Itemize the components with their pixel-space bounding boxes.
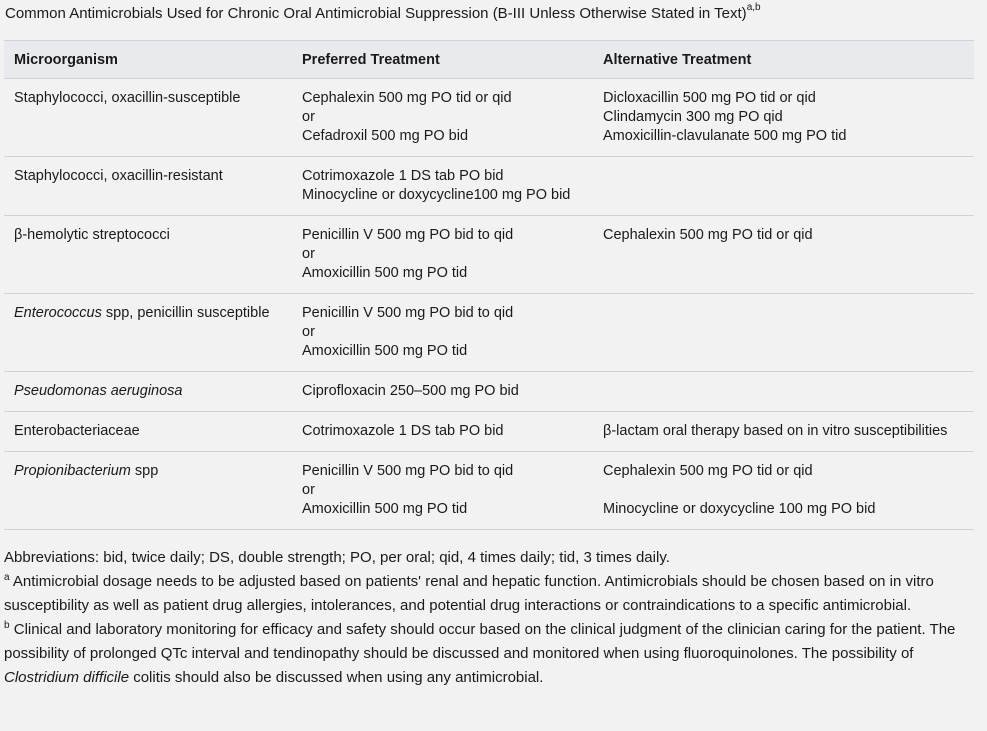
cell-microorganism: Staphylococci, oxacillin-resistant: [4, 156, 292, 216]
footnote-a-text: Antimicrobial dosage needs to be adjuste…: [4, 573, 934, 614]
caption-footnote-marks: a,b: [746, 2, 761, 13]
footnote-b-text-1: Clinical and laboratory monitoring for e…: [4, 621, 956, 662]
preferred-treatment-line: or: [302, 246, 315, 262]
cell-microorganism: β-hemolytic streptococci: [4, 215, 292, 294]
organism-genus: Propionibacterium: [14, 463, 131, 479]
table-row: Pseudomonas aeruginosa Ciprofloxacin 250–…: [4, 371, 974, 412]
cell-alternative-treatment: Cephalexin 500 mg PO tid or qid: [593, 215, 974, 294]
alternative-treatment-line: Cephalexin 500 mg PO tid or qid: [603, 463, 813, 479]
table-row: Staphylococci, oxacillin-resistant Cotrim…: [4, 156, 974, 216]
table-row: β-hemolytic streptococci Penicillin V 500…: [4, 215, 974, 294]
organism-text: spp: [130, 463, 159, 479]
preferred-treatment-line: Minocycline or doxycycline100 mg PO bid: [302, 187, 571, 203]
organism-text: β-hemolytic streptococci: [14, 227, 170, 243]
cell-preferred-treatment: Penicillin V 500 mg PO bid to qid or Amoxi…: [292, 293, 593, 372]
cell-preferred-treatment: Ciprofloxacin 250–500 mg PO bid: [292, 371, 593, 412]
header-microorganism: Microorganism: [4, 40, 292, 79]
cell-microorganism: Staphylococci, oxacillin-susceptible: [4, 78, 292, 157]
footnote-a-mark: a: [4, 572, 10, 583]
footnote-b-text-2: colitis should also be discussed when us…: [129, 669, 544, 686]
alternative-treatment-line: Dicloxacillin 500 mg PO tid or qid: [603, 90, 816, 106]
cell-microorganism: Pseudomonas aeruginosa: [4, 371, 292, 412]
cell-preferred-treatment: Cotrimoxazole 1 DS tab PO bid Minocycline…: [292, 156, 593, 216]
preferred-treatment-line: Amoxicillin 500 mg PO tid: [302, 265, 468, 281]
abbreviations-note: Abbreviations: bid, twice daily; DS, dou…: [4, 549, 670, 566]
table-row: Enterococcus spp, penicillin susceptible…: [4, 293, 974, 372]
cell-preferred-treatment: Penicillin V 500 mg PO bid to qid or Amoxi…: [292, 215, 593, 294]
preferred-treatment-line: Amoxicillin 500 mg PO tid: [302, 343, 468, 359]
document: Common Antimicrobials Used for Chronic O…: [4, 2, 975, 690]
cell-preferred-treatment: Cotrimoxazole 1 DS tab PO bid: [292, 411, 593, 452]
alternative-treatment-line: Amoxicillin-clavulanate 500 mg PO tid: [603, 128, 847, 144]
cell-alternative-treatment: [593, 293, 974, 372]
preferred-treatment-line: Cephalexin 500 mg PO tid or qid: [302, 90, 512, 106]
table-row: Enterobacteriaceae Cotrimoxazole 1 DS tab…: [4, 411, 974, 452]
footnote-a: a Antimicrobial dosage needs to be adjus…: [4, 570, 975, 618]
preferred-treatment-line: or: [302, 482, 315, 498]
header-preferred-treatment: Preferred Treatment: [292, 40, 593, 79]
cell-alternative-treatment: Cephalexin 500 mg PO tid or qid Minocycli…: [593, 451, 974, 530]
alternative-treatment-line: Clindamycin 300 mg PO qid: [603, 109, 783, 125]
preferred-treatment-line: Cotrimoxazole 1 DS tab PO bid: [302, 168, 504, 184]
preferred-treatment-line: Penicillin V 500 mg PO bid to qid: [302, 305, 514, 321]
caption-text: Common Antimicrobials Used for Chronic O…: [5, 5, 747, 22]
table-notes: Abbreviations: bid, twice daily; DS, dou…: [4, 546, 975, 690]
preferred-treatment-line: Amoxicillin 500 mg PO tid: [302, 501, 468, 517]
cell-microorganism: Enterobacteriaceae: [4, 411, 292, 452]
cell-alternative-treatment: Dicloxacillin 500 mg PO tid or qid Clinda…: [593, 78, 974, 157]
organism-text: Enterobacteriaceae: [14, 423, 140, 439]
table-row: Propionibacterium spp Penicillin V 500 mg…: [4, 451, 974, 530]
alternative-treatment-line: Cephalexin 500 mg PO tid or qid: [603, 227, 813, 243]
preferred-treatment-line: Cotrimoxazole 1 DS tab PO bid: [302, 423, 504, 439]
cell-preferred-treatment: Cephalexin 500 mg PO tid or qid or Cefadro…: [292, 78, 593, 157]
cell-alternative-treatment: [593, 156, 974, 216]
cell-microorganism: Propionibacterium spp: [4, 451, 292, 530]
organism-genus: Enterococcus: [14, 305, 102, 321]
preferred-treatment-line: Ciprofloxacin 250–500 mg PO bid: [302, 383, 519, 399]
header-alternative-treatment: Alternative Treatment: [593, 40, 974, 79]
alternative-treatment-line: [603, 481, 964, 500]
table-header-row: Microorganism Preferred Treatment Altern…: [4, 40, 974, 79]
alternative-treatment-line: β-lactam oral therapy based on in vitro …: [603, 423, 948, 439]
preferred-treatment-line: Penicillin V 500 mg PO bid to qid: [302, 463, 514, 479]
preferred-treatment-line: or: [302, 109, 315, 125]
footnote-b: b Clinical and laboratory monitoring for…: [4, 618, 975, 690]
footnote-b-organism: Clostridium difficile: [4, 669, 130, 686]
antimicrobial-table: Microorganism Preferred Treatment Altern…: [4, 40, 974, 530]
table-caption: Common Antimicrobials Used for Chronic O…: [5, 2, 975, 26]
footnote-b-mark: b: [4, 620, 10, 631]
cell-alternative-treatment: [593, 371, 974, 412]
preferred-treatment-line: or: [302, 324, 315, 340]
table-row: Staphylococci, oxacillin-susceptible Ceph…: [4, 78, 974, 157]
preferred-treatment-line: Cefadroxil 500 mg PO bid: [302, 128, 469, 144]
organism-text: spp, penicillin susceptible: [101, 305, 270, 321]
alternative-treatment-line: Minocycline or doxycycline 100 mg PO bid: [603, 501, 876, 517]
cell-microorganism: Enterococcus spp, penicillin susceptible: [4, 293, 292, 372]
organism-text: Staphylococci, oxacillin-susceptible: [14, 90, 241, 106]
cell-preferred-treatment: Penicillin V 500 mg PO bid to qid or Amoxi…: [292, 451, 593, 530]
cell-alternative-treatment: β-lactam oral therapy based on in vitro …: [593, 411, 974, 452]
organism-genus: Pseudomonas aeruginosa: [14, 383, 183, 399]
table-body: Staphylococci, oxacillin-susceptible Ceph…: [4, 78, 974, 530]
preferred-treatment-line: Penicillin V 500 mg PO bid to qid: [302, 227, 514, 243]
organism-text: Staphylococci, oxacillin-resistant: [14, 168, 223, 184]
